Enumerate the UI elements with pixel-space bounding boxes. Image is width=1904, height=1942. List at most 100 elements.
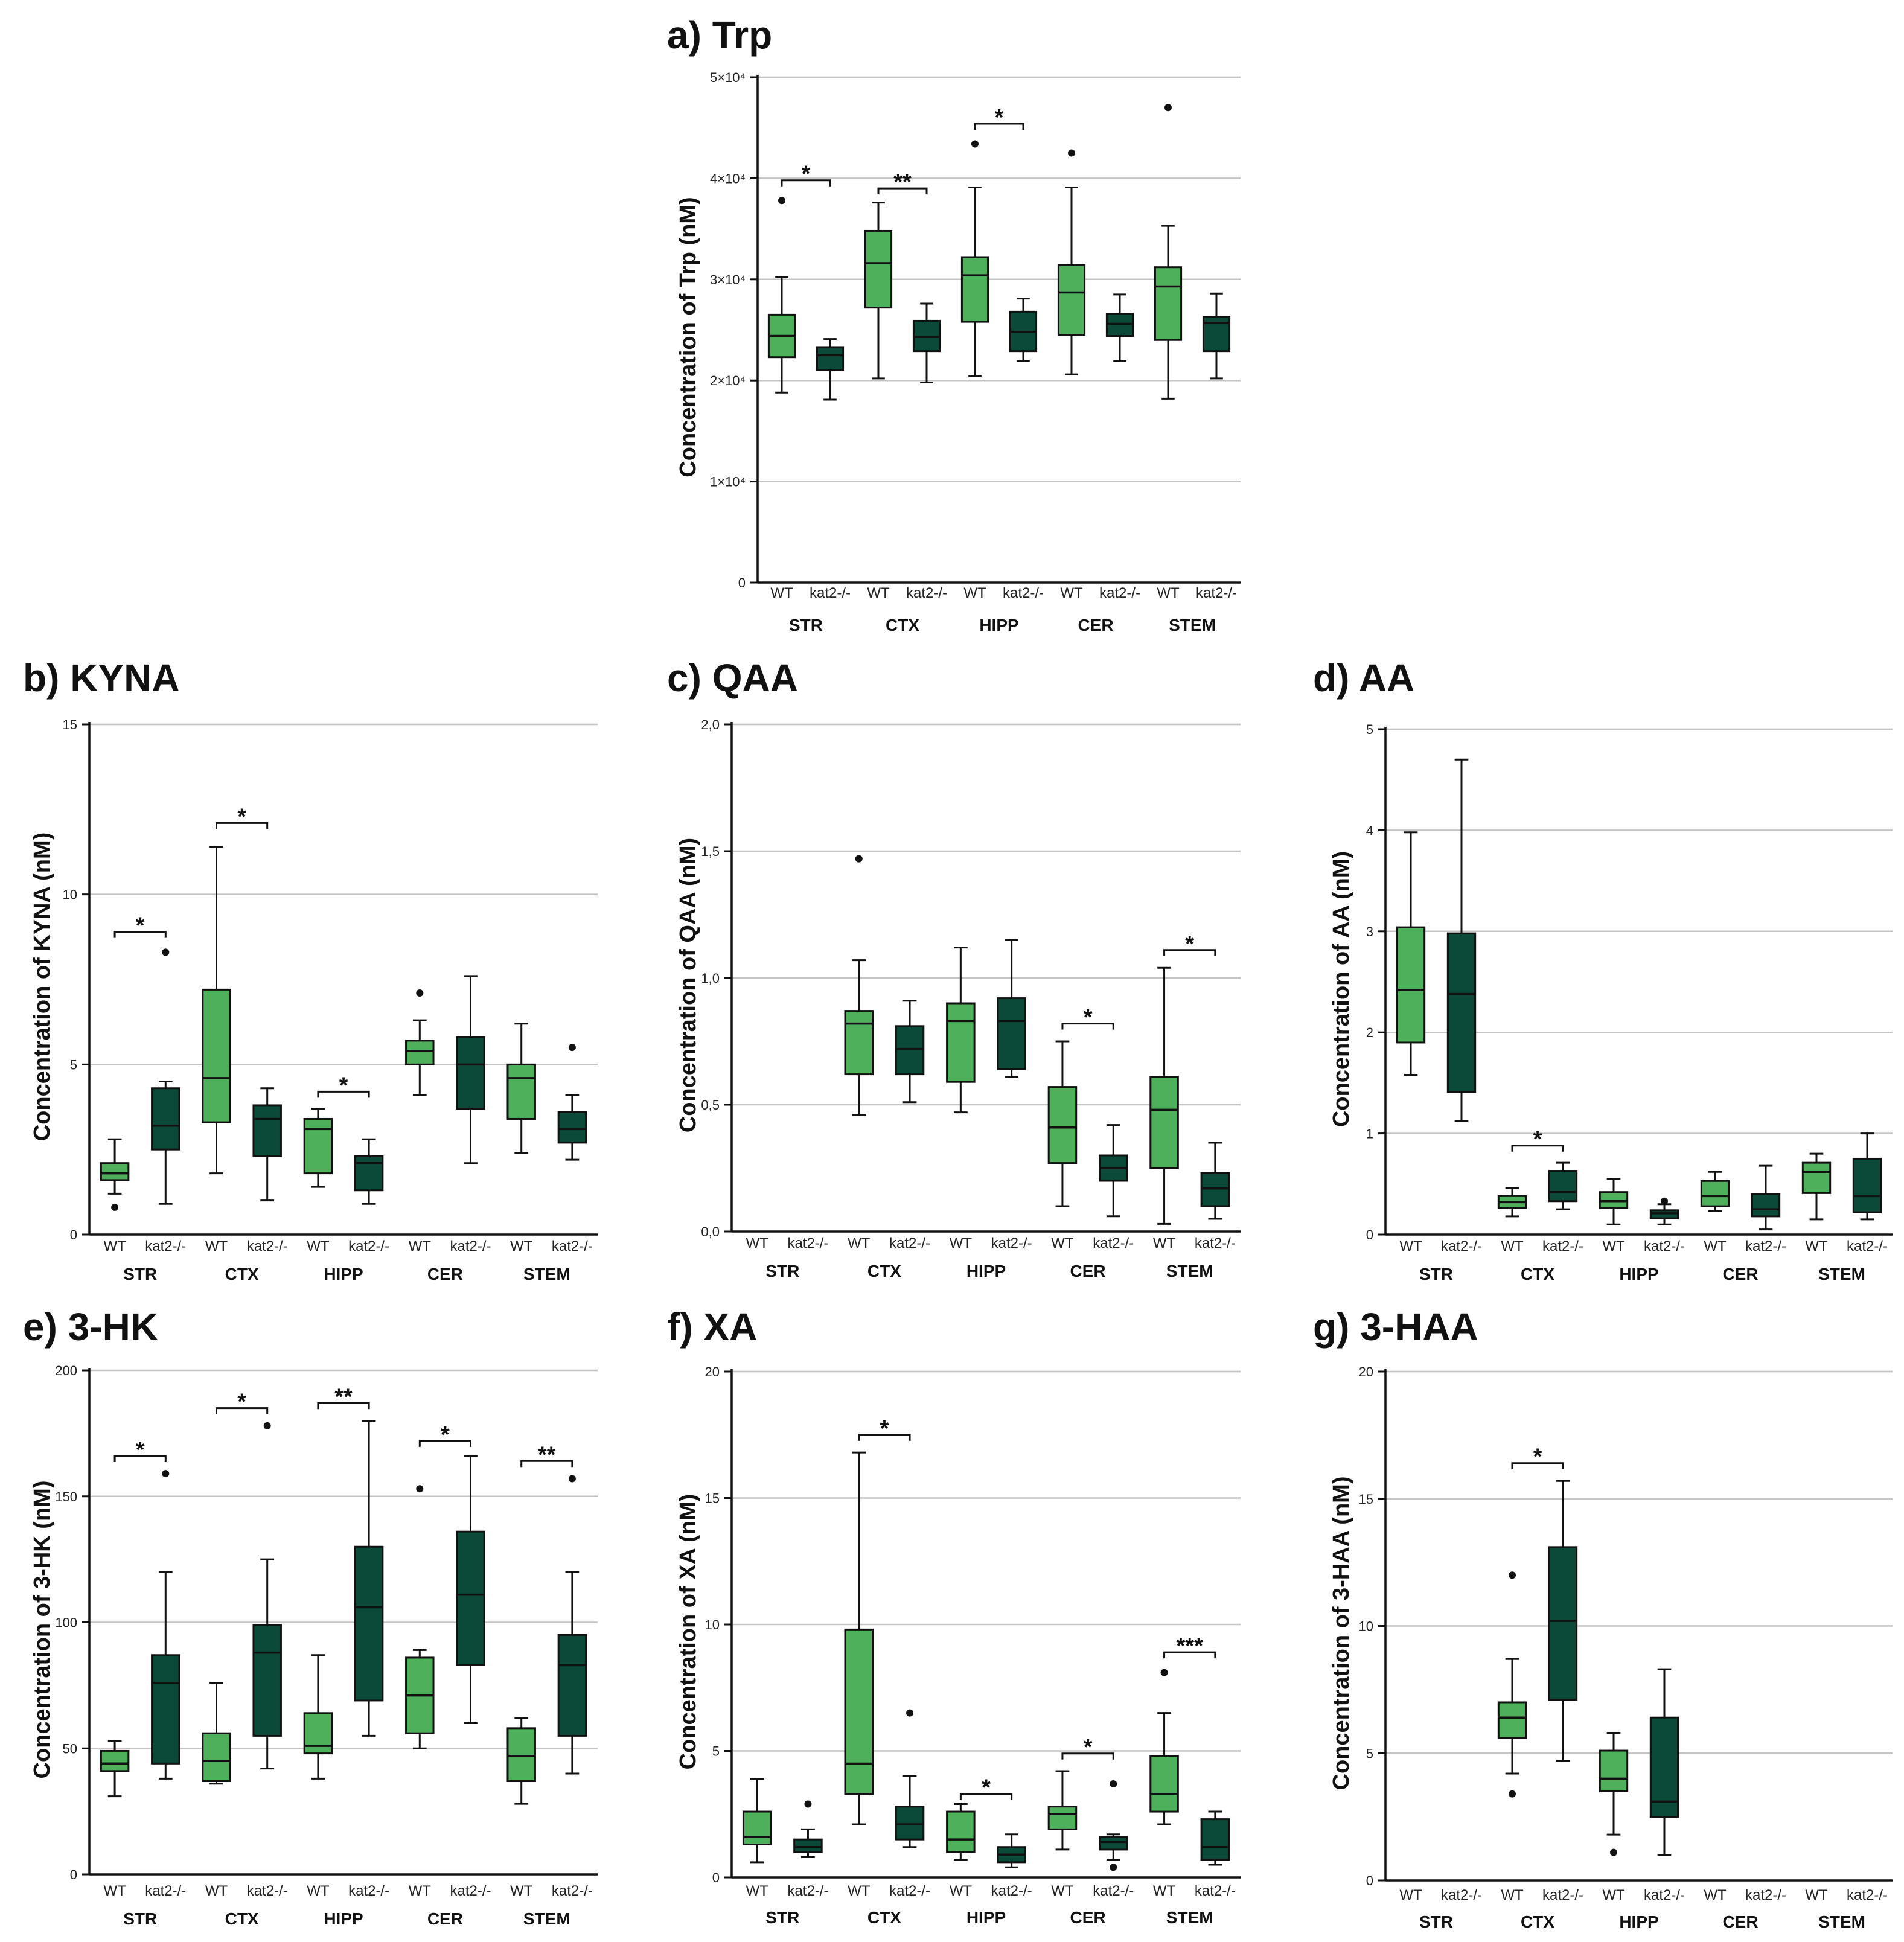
box-iqr bbox=[506, 1727, 536, 1783]
significance-bracket bbox=[959, 1793, 1013, 1800]
outlier-point bbox=[1610, 1848, 1617, 1856]
box-iqr bbox=[151, 1087, 180, 1151]
box-STEM-WT bbox=[1801, 1152, 1832, 1221]
x-tick-label: WT bbox=[1399, 1887, 1422, 1903]
region-label: HIPP bbox=[1619, 1265, 1658, 1283]
significance-bracket bbox=[1163, 1651, 1216, 1659]
significance-label: * bbox=[441, 1422, 450, 1448]
box-iqr bbox=[1200, 1818, 1230, 1861]
box-iqr bbox=[816, 346, 845, 371]
region-label: STEM bbox=[1818, 1265, 1865, 1283]
y-tick-label: 0 bbox=[70, 1227, 77, 1242]
outlier-point bbox=[111, 1203, 119, 1211]
box-iqr bbox=[1149, 1755, 1179, 1813]
region-label: HIPP bbox=[324, 1265, 363, 1283]
panel-title: b) KYNA bbox=[23, 656, 180, 700]
box-STR-WT bbox=[100, 1740, 130, 1798]
box-CER-WT bbox=[1047, 1040, 1078, 1207]
x-tick-label: WT bbox=[950, 1235, 973, 1251]
box-CTX-kat2-/- bbox=[895, 1709, 925, 1848]
significance-label: * bbox=[136, 1437, 145, 1463]
significance-bracket bbox=[113, 931, 167, 938]
x-tick-label: kat2-/- bbox=[1542, 1238, 1583, 1254]
x-tick-label: kat2-/- bbox=[1099, 585, 1140, 601]
x-tick-label: kat2-/- bbox=[145, 1238, 186, 1254]
box-iqr bbox=[1548, 1546, 1578, 1701]
significance-bracket bbox=[1061, 1023, 1114, 1030]
box-iqr bbox=[1497, 1701, 1527, 1739]
outlier-point bbox=[804, 1800, 812, 1808]
panel-title: g) 3-HAA bbox=[1313, 1305, 1478, 1349]
box-CER-WT bbox=[1057, 149, 1086, 375]
box-iqr bbox=[997, 997, 1026, 1070]
box-CTX-kat2-/- bbox=[912, 302, 941, 384]
box-iqr bbox=[1751, 1193, 1781, 1218]
outlier-point bbox=[1110, 1780, 1117, 1787]
region-label: STR bbox=[123, 1909, 157, 1928]
box-STR-WT bbox=[1396, 831, 1426, 1076]
box-iqr bbox=[252, 1104, 282, 1157]
panel-title: a) Trp bbox=[667, 13, 772, 57]
significance-bracket bbox=[216, 1407, 269, 1414]
x-tick-label: kat2-/- bbox=[552, 1883, 593, 1899]
box-STEM-kat2-/- bbox=[557, 1044, 587, 1161]
x-tick-label: kat2-/- bbox=[552, 1238, 593, 1254]
box-HIPP-kat2-/- bbox=[1649, 1197, 1679, 1225]
box-iqr bbox=[303, 1712, 333, 1755]
x-tick-label: kat2-/- bbox=[889, 1235, 930, 1251]
outlier-point bbox=[162, 1470, 170, 1478]
chart-panel-g: g) 3-HAA 0 5 10 15 20 Concentration of 3-HAA (… bbox=[1313, 1305, 1893, 1931]
region-label: STR bbox=[1419, 1265, 1453, 1283]
x-tick-label: WT bbox=[1805, 1887, 1828, 1903]
box-STEM-kat2-/- bbox=[1852, 1132, 1882, 1221]
x-tick-label: WT bbox=[510, 1238, 533, 1254]
region-label: CER bbox=[1722, 1265, 1758, 1283]
outlier-point bbox=[1160, 1669, 1168, 1676]
region-label: CTX bbox=[225, 1265, 259, 1283]
box-CER-WT bbox=[1047, 1770, 1078, 1851]
box-iqr bbox=[1200, 1172, 1230, 1207]
region-label: STEM bbox=[523, 1909, 570, 1928]
x-tick-label: WT bbox=[1051, 1883, 1074, 1899]
box-STR-WT bbox=[742, 1778, 772, 1864]
region-label: CER bbox=[1070, 1262, 1106, 1280]
y-tick-label: 5 bbox=[70, 1057, 77, 1072]
y-tick-label: 2 bbox=[1366, 1025, 1373, 1040]
x-tick-label: kat2-/- bbox=[1195, 1883, 1236, 1899]
region-label: HIPP bbox=[979, 616, 1018, 634]
panel-title: f) XA bbox=[667, 1305, 757, 1349]
x-tick-label: kat2-/- bbox=[1847, 1238, 1888, 1254]
box-STEM-WT bbox=[1149, 1669, 1179, 1825]
box-iqr bbox=[742, 1810, 772, 1846]
region-label: STEM bbox=[523, 1265, 570, 1283]
x-tick-label: WT bbox=[1157, 585, 1180, 601]
significance-label: * bbox=[1185, 931, 1194, 957]
significance-label: * bbox=[1084, 1735, 1093, 1760]
y-tick-label: 20 bbox=[705, 1364, 720, 1379]
box-iqr bbox=[354, 1545, 384, 1702]
chart-panel-a: a) Trp 0 1×10⁴ 2×10⁴ 3×10⁴ 4×10⁴ 5×10⁴ Concentr… bbox=[667, 13, 1241, 634]
box-iqr bbox=[895, 1806, 925, 1841]
box-iqr bbox=[252, 1624, 282, 1737]
outlier-point bbox=[1164, 104, 1172, 112]
x-tick-label: WT bbox=[950, 1883, 973, 1899]
box-STR-kat2-/- bbox=[816, 338, 845, 401]
box-CTX-WT bbox=[844, 855, 874, 1116]
box-STR-WT bbox=[767, 197, 796, 394]
significance-label: ** bbox=[538, 1442, 556, 1468]
y-tick-label: 200 bbox=[55, 1363, 77, 1378]
chart-panel-c: c) QAA 0,0 0,5 1,0 1,5 2,0 Concentration of QA… bbox=[667, 656, 1241, 1280]
y-tick-label: 3×10⁴ bbox=[710, 272, 746, 287]
y-axis-label: Concentration of 3-HAA (nM) bbox=[1329, 1477, 1354, 1790]
significance-label: * bbox=[1533, 1127, 1542, 1152]
x-tick-label: kat2-/- bbox=[1196, 585, 1237, 601]
box-iqr bbox=[506, 1063, 536, 1120]
x-tick-label: kat2-/- bbox=[247, 1238, 288, 1254]
x-tick-label: kat2-/- bbox=[1093, 1883, 1134, 1899]
y-tick-label: 0 bbox=[738, 575, 746, 590]
significance-bracket bbox=[418, 1440, 471, 1447]
significance-label: * bbox=[802, 162, 811, 187]
box-iqr bbox=[1548, 1170, 1578, 1203]
box-iqr bbox=[303, 1117, 333, 1175]
